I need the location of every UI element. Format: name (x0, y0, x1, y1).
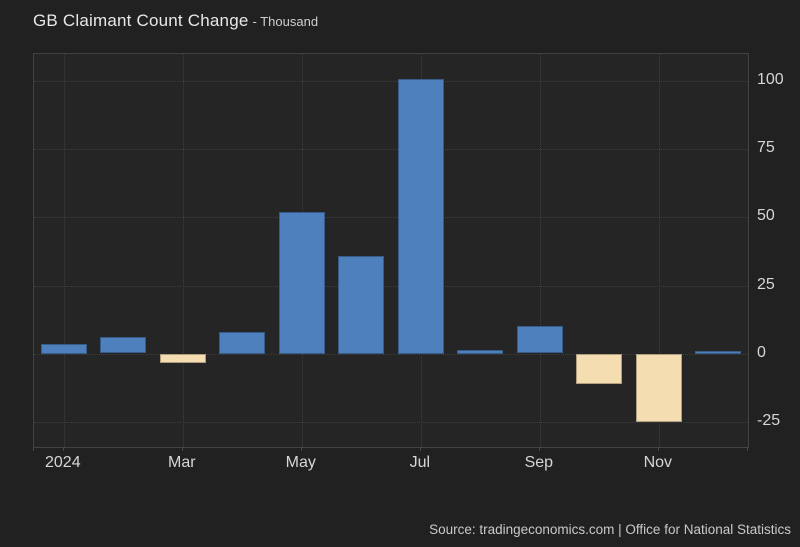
bar-nov-2024[interactable] (635, 353, 682, 422)
x-gridline (658, 54, 660, 447)
bar-dec-2024[interactable] (695, 350, 742, 354)
y-tick-label: 50 (757, 207, 775, 225)
y-tick-label: 75 (757, 139, 775, 157)
x-axis-tick (538, 447, 540, 451)
y-gridline (34, 81, 748, 83)
bar-jul-2024[interactable] (397, 78, 444, 354)
x-axis-tick (657, 447, 659, 451)
bar-jan-2024[interactable] (40, 344, 87, 354)
x-gridline (539, 54, 541, 447)
source-credit: Source: tradingeconomics.com | Office fo… (429, 522, 791, 537)
x-tick-label: May (285, 454, 316, 471)
plot-area (33, 53, 749, 448)
x-tick-label: Nov (643, 454, 673, 471)
chart-header: GB Claimant Count Change - Thousand (33, 11, 318, 31)
x-axis-tick (300, 447, 302, 451)
y-gridline (34, 421, 748, 423)
x-axis-tick (62, 447, 64, 451)
y-tick-label: 0 (757, 343, 766, 361)
bar-jun-2024[interactable] (338, 255, 385, 354)
bar-aug-2024[interactable] (457, 349, 504, 354)
x-tick-label: Jul (409, 454, 431, 471)
x-axis-edge-tick (747, 447, 748, 451)
x-gridline (63, 54, 65, 447)
bar-apr-2024[interactable] (219, 331, 266, 354)
y-gridline (34, 217, 748, 219)
bar-sep-2024[interactable] (516, 326, 563, 354)
bar-feb-2024[interactable] (100, 337, 147, 354)
x-axis-tick (419, 447, 421, 451)
chart-subtitle: - Thousand (252, 14, 319, 29)
x-gridline (182, 54, 184, 447)
y-tick-label: 100 (757, 71, 784, 89)
x-axis-edge-tick (33, 447, 34, 451)
x-tick-label: 2024 (45, 454, 81, 471)
bar-oct-2024[interactable] (576, 353, 623, 384)
bar-may-2024[interactable] (278, 212, 325, 354)
y-gridline (34, 285, 748, 287)
x-tick-label: Mar (168, 454, 196, 471)
x-axis-tick (181, 447, 183, 451)
y-tick-label: -25 (757, 411, 781, 429)
y-gridline (34, 149, 748, 151)
y-tick-label: 25 (757, 275, 775, 293)
y-gridline (34, 353, 748, 355)
chart-title: GB Claimant Count Change (33, 11, 249, 30)
x-tick-label: Sep (524, 454, 554, 471)
bar-mar-2024[interactable] (159, 353, 206, 364)
